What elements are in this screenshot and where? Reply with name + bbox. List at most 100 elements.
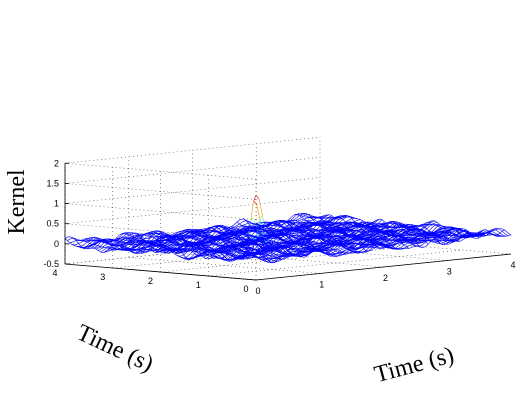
surface-segment <box>238 225 242 227</box>
surface-segment <box>345 219 349 223</box>
surface-segment <box>123 233 128 236</box>
surface-segment <box>127 244 132 249</box>
y-grid-line <box>160 245 416 273</box>
surface-segment <box>308 231 312 234</box>
surface-segment <box>233 221 238 226</box>
surface-segment <box>250 224 254 227</box>
surface-segment <box>165 243 169 246</box>
surface-segment <box>355 227 360 230</box>
surface-segment <box>227 241 231 246</box>
surface-segment <box>236 223 240 227</box>
surface-segment <box>216 247 221 249</box>
surface-segment <box>158 240 163 243</box>
surface-segment <box>307 222 312 226</box>
surface-segment <box>299 212 304 215</box>
surface-segment <box>299 213 303 216</box>
surface-segment <box>130 231 134 234</box>
surface-segment <box>373 224 378 227</box>
surface-segment <box>140 250 144 252</box>
surface-segment <box>83 241 88 245</box>
surface-segment <box>195 236 200 241</box>
surface-segment <box>354 221 359 224</box>
surface-segment <box>252 228 257 231</box>
surface-segment <box>133 246 137 250</box>
surface-segment <box>148 236 153 240</box>
surface-segment <box>176 241 180 245</box>
surface-segment <box>173 243 177 246</box>
surface-segment <box>110 246 114 249</box>
surface-segment <box>200 228 204 230</box>
surface-segment <box>191 253 195 258</box>
surface-segment <box>185 244 190 247</box>
surface-segment <box>212 230 217 235</box>
surface-segment <box>296 232 301 235</box>
surface-segment <box>255 235 259 237</box>
surface-segment <box>103 247 108 250</box>
surface-segment <box>343 238 347 240</box>
surface-segment <box>299 222 304 225</box>
surface-segment <box>175 231 180 235</box>
surface-segment <box>245 220 250 222</box>
surface-segment <box>232 238 236 240</box>
surface-segment <box>433 221 438 224</box>
surface-segment <box>245 226 250 230</box>
surface-segment <box>294 231 298 234</box>
surface-segment <box>95 247 100 250</box>
surface-segment <box>87 240 91 243</box>
surface-segment <box>146 235 151 237</box>
surface-segment <box>237 226 242 230</box>
surface-segment <box>297 213 301 216</box>
surface-segment <box>381 226 386 230</box>
surface-mesh <box>64 195 512 264</box>
surface-segment <box>197 238 201 240</box>
surface-segment <box>156 246 160 249</box>
surface-segment <box>119 239 123 242</box>
surface-segment <box>385 223 389 228</box>
surface-segment <box>98 248 102 251</box>
surface-segment <box>89 244 94 248</box>
surface-segment <box>301 215 306 218</box>
surface-segment <box>219 242 223 246</box>
surface-segment <box>291 214 295 218</box>
surface-segment <box>161 250 166 253</box>
surface-segment <box>194 231 199 235</box>
surface-segment <box>113 246 117 249</box>
surface-segment <box>134 234 139 237</box>
surface-segment <box>167 251 171 253</box>
surface-segment <box>338 214 342 217</box>
surface-segment <box>107 249 112 251</box>
surface-segment <box>295 236 300 238</box>
surface-segment <box>138 252 142 254</box>
surface-segment <box>354 219 358 222</box>
surface-segment <box>151 233 156 237</box>
surface-segment <box>138 233 142 235</box>
surface-segment <box>97 241 102 246</box>
surface-segment <box>300 218 305 221</box>
surface-segment <box>227 226 231 229</box>
surface-segment <box>72 240 77 243</box>
surface-segment <box>127 231 131 234</box>
surface-segment <box>213 226 218 230</box>
surface-segment <box>434 225 438 230</box>
surface-segment <box>102 244 106 248</box>
surface-segment <box>426 225 431 229</box>
surface-segment <box>296 223 301 226</box>
surface-segment <box>89 240 94 244</box>
surface-segment <box>197 250 202 254</box>
surface-segment <box>304 214 309 216</box>
surface-segment <box>306 231 311 235</box>
surface-segment <box>138 243 143 248</box>
surface-segment <box>131 238 136 241</box>
surface-segment <box>275 231 280 234</box>
surface-segment <box>195 236 199 239</box>
surface-segment <box>428 227 433 232</box>
surface-segment <box>283 236 288 241</box>
surface-segment <box>272 221 277 226</box>
surface-segment <box>150 241 155 245</box>
surface-segment <box>303 216 308 218</box>
surface-segment <box>131 233 135 237</box>
surface-segment <box>279 228 284 230</box>
surface-segment <box>174 240 179 243</box>
surface-segment <box>310 227 314 230</box>
surface-segment <box>212 239 217 243</box>
